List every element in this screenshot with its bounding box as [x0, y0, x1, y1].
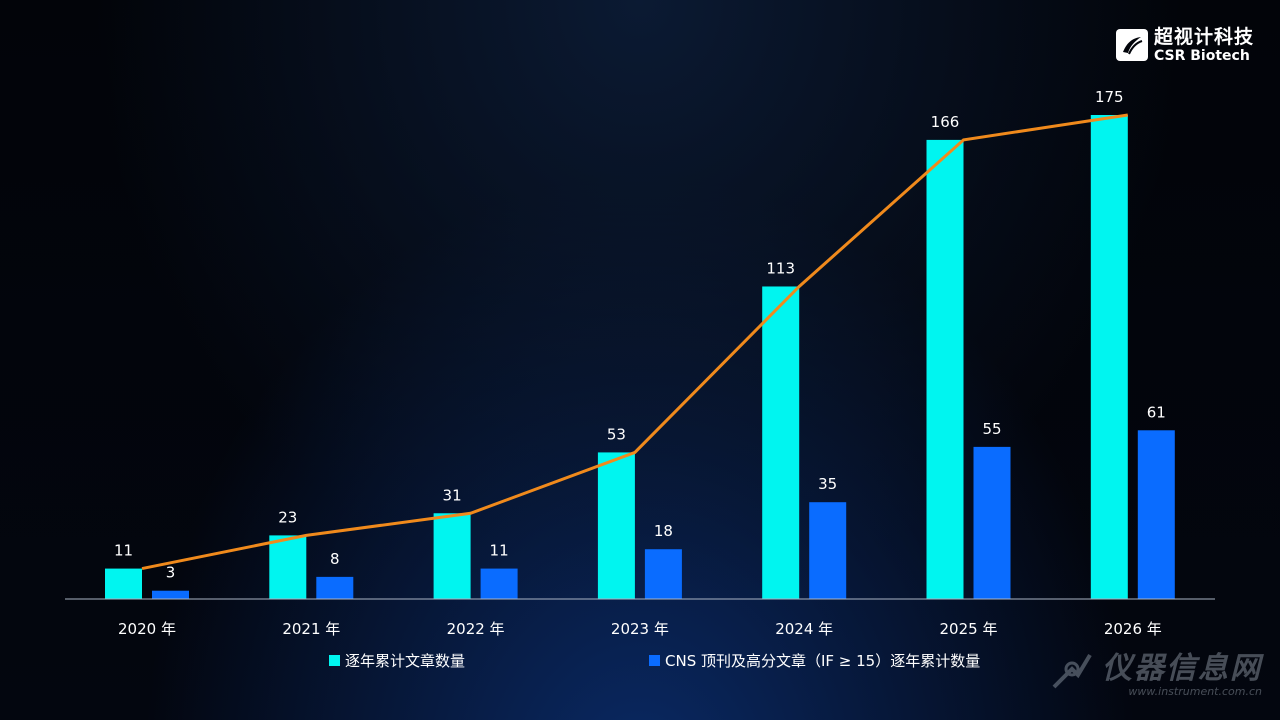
value-label-series2-2: 11 — [490, 542, 509, 560]
bar-series1-1 — [269, 535, 307, 599]
bar-series2-2 — [480, 568, 518, 599]
value-label-series2-1: 8 — [330, 550, 340, 568]
x-tick-label-1: 2021 年 — [282, 620, 340, 638]
legend: 逐年累计文章数量 CNS 顶刊及高分文章（IF ≥ 15）逐年累计数量 — [329, 652, 980, 670]
trend-line — [141, 113, 1129, 571]
bar-series2-5 — [973, 446, 1011, 599]
bar-series1-2 — [433, 513, 471, 599]
x-tick-label-6: 2026 年 — [1104, 620, 1162, 638]
value-label-series1-5: 166 — [931, 113, 960, 131]
value-label-series1-0: 11 — [114, 542, 133, 560]
logo-name-en: CSR Biotech — [1153, 47, 1250, 64]
brand-logo: 超视计科技 CSR Biotech — [1115, 25, 1254, 64]
x-tick-labels-group: 2020 年 2021 年 2022 年 2023 年 2024 年 2025 年 2026… — [118, 620, 1162, 638]
legend-label-series-2: CNS 顶刊及高分文章（IF ≥ 15）逐年累计数量 — [665, 652, 980, 670]
legend-swatch-series-2 — [649, 655, 660, 666]
x-tick-label-5: 2025 年 — [940, 620, 998, 638]
x-tick-label-3: 2023 年 — [611, 620, 669, 638]
bar-series2-4 — [809, 502, 847, 599]
watermark-url: www.instrument.com.cn — [1128, 685, 1262, 698]
watermark: 仪器信息网 www.instrument.com.cn — [1048, 643, 1262, 698]
logo-name-cn: 超视计科技 — [1153, 25, 1254, 48]
legend-label-series-1: 逐年累计文章数量 — [345, 652, 465, 670]
value-label-series1-1: 23 — [278, 508, 297, 526]
watermark-icon — [1052, 653, 1092, 688]
bar-series1-3 — [597, 452, 635, 599]
bar-series2-6 — [1137, 430, 1175, 599]
logo-icon — [1115, 29, 1148, 61]
value-label-series2-6: 61 — [1147, 403, 1166, 421]
x-tick-label-0: 2020 年 — [118, 620, 176, 638]
legend-swatch-series-1 — [329, 655, 340, 666]
bar-series1-5 — [926, 139, 964, 600]
value-label-series2-4: 35 — [818, 475, 837, 493]
bars-group — [105, 115, 1175, 600]
value-label-series1-6: 175 — [1095, 88, 1124, 106]
bar-series2-0 — [152, 590, 189, 599]
watermark-text: 仪器信息网 — [1102, 651, 1262, 686]
value-label-series1-3: 53 — [607, 425, 626, 443]
value-label-series1-4: 113 — [766, 259, 795, 277]
bar-series1-0 — [105, 568, 142, 599]
bar-series1-4 — [762, 286, 800, 599]
bar-series2-3 — [644, 549, 682, 599]
value-label-series2-0: 3 — [166, 564, 176, 582]
bar-series1-6 — [1090, 115, 1128, 599]
bar-series2-1 — [316, 576, 354, 599]
x-tick-label-4: 2024 年 — [775, 620, 833, 638]
value-label-series2-3: 18 — [654, 522, 673, 540]
x-tick-label-2: 2022 年 — [447, 620, 505, 638]
value-label-series2-5: 55 — [982, 420, 1001, 438]
value-label-series1-2: 31 — [443, 486, 462, 504]
